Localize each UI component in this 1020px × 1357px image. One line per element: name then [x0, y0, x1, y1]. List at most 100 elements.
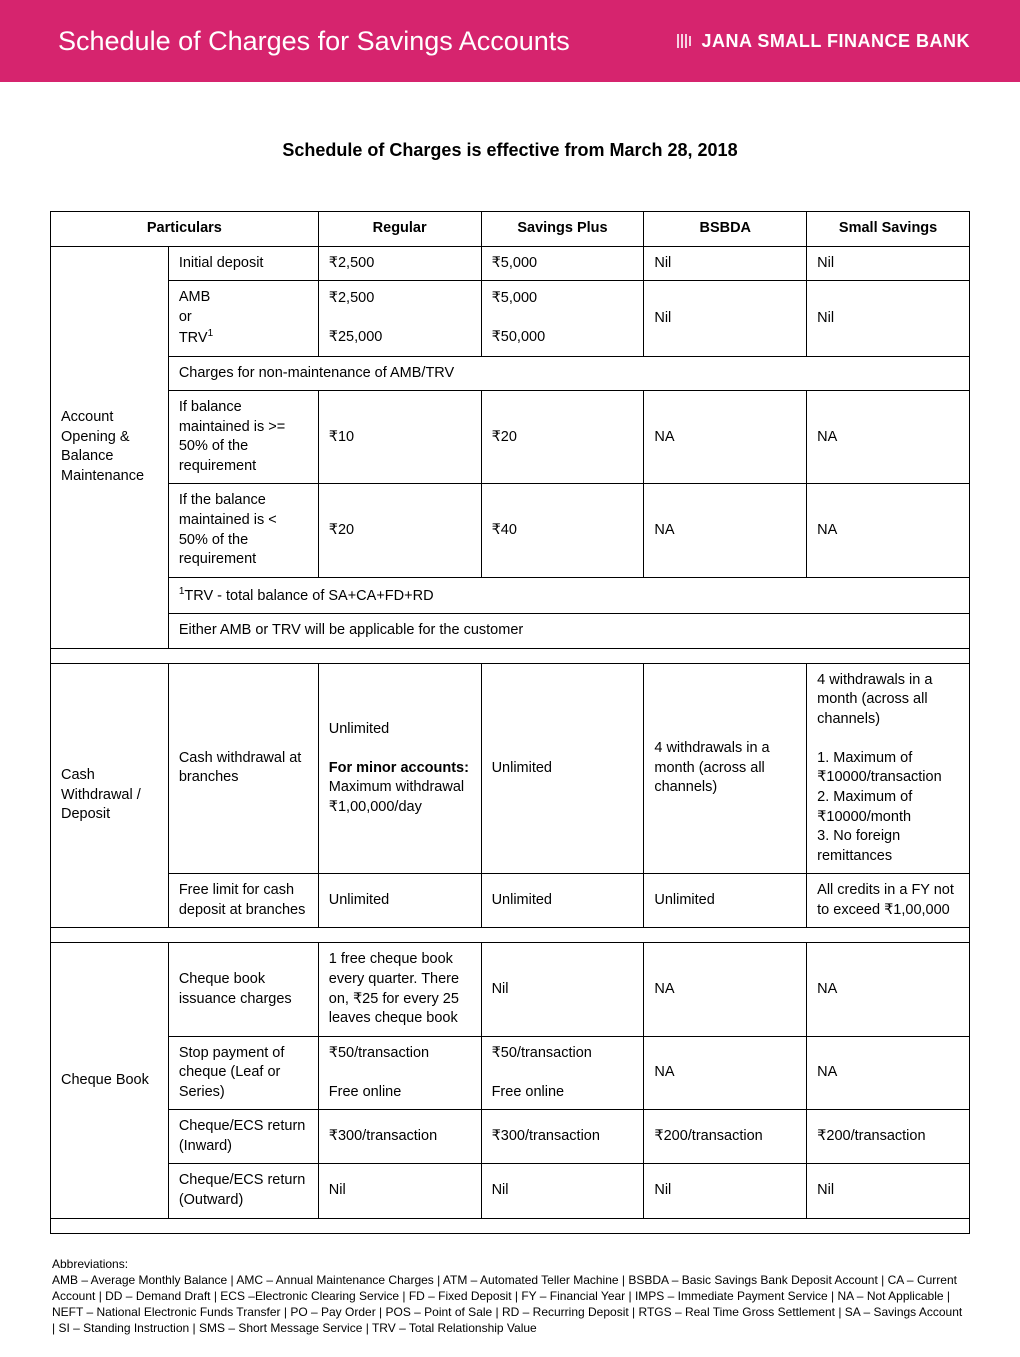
cell-value: NA — [807, 391, 970, 484]
cell-value: Nil — [807, 281, 970, 357]
cell-value: ₹20 — [481, 391, 644, 484]
withdraw-reg-unl: Unlimited — [329, 721, 389, 737]
stop-reg2: Free online — [329, 1084, 402, 1100]
table-row: Cash Withdrawal / Deposit Cash withdrawa… — [51, 663, 970, 874]
cell-value: ₹300/transaction — [481, 1110, 644, 1164]
cell-value: ₹300/transaction — [318, 1110, 481, 1164]
trv-sup: 1 — [208, 328, 214, 339]
table-row: Account Opening & Balance Maintenance In… — [51, 246, 970, 281]
cell-value: Nil — [481, 943, 644, 1036]
table-row: Charges for non-maintenance of AMB/TRV — [51, 356, 970, 391]
table-row: If balance maintained is >= 50% of the r… — [51, 391, 970, 484]
cell-value: Nil — [644, 246, 807, 281]
cell-value: ₹50/transaction Free online — [318, 1036, 481, 1110]
amb-plus: ₹5,000 — [492, 290, 538, 306]
trv-regular: ₹25,000 — [329, 329, 383, 345]
section-account-label: Account Opening & Balance Maintenance — [51, 246, 169, 648]
cell-value: ₹20 — [318, 484, 481, 577]
cell-value: NA — [644, 484, 807, 577]
cell-label: Cheque/ECS return (Outward) — [168, 1164, 318, 1218]
table-row: Cheque Book Cheque book issuance charges… — [51, 943, 970, 1036]
section-cheque-label: Cheque Book — [51, 943, 169, 1218]
cell-value: Nil — [644, 281, 807, 357]
col-savings-plus: Savings Plus — [481, 212, 644, 247]
cell-value: ₹40 — [481, 484, 644, 577]
table-row: Free limit for cash deposit at branches … — [51, 874, 970, 928]
header-bar: Schedule of Charges for Savings Accounts… — [0, 0, 1020, 82]
trv-note: 1TRV - total balance of SA+CA+FD+RD — [168, 577, 969, 613]
amb-trv-note: Either AMB or TRV will be applicable for… — [168, 614, 969, 649]
cell-value: Nil — [807, 246, 970, 281]
charges-table: Particulars Regular Savings Plus BSBDA S… — [50, 211, 970, 1234]
cell-value: NA — [644, 943, 807, 1036]
cell-value: Unlimited — [481, 663, 644, 874]
table-header-row: Particulars Regular Savings Plus BSBDA S… — [51, 212, 970, 247]
non-maint-header: Charges for non-maintenance of AMB/TRV — [168, 356, 969, 391]
bank-logo: JANA SMALL FINANCE BANK — [675, 31, 970, 52]
cell-label: Stop payment of cheque (Leaf or Series) — [168, 1036, 318, 1110]
cell-label: Cash withdrawal at branches — [168, 663, 318, 874]
amb-label: AMB — [179, 289, 210, 305]
table-row: AMB or TRV1 ₹2,500 ₹25,000 ₹5,000 ₹50,00… — [51, 281, 970, 357]
section-cash-label: Cash Withdrawal / Deposit — [51, 663, 169, 928]
trv-label: TRV — [179, 330, 208, 346]
table-row: Stop payment of cheque (Leaf or Series) … — [51, 1036, 970, 1110]
cell-label: Cheque book issuance charges — [168, 943, 318, 1036]
cell-label: Initial deposit — [168, 246, 318, 281]
cell-value: ₹2,500 ₹25,000 — [318, 281, 481, 357]
effective-date-subtitle: Schedule of Charges is effective from Ma… — [50, 140, 970, 161]
trv-plus: ₹50,000 — [492, 329, 546, 345]
cell-value: Unlimited — [318, 874, 481, 928]
cell-value: NA — [807, 1036, 970, 1110]
cell-value: ₹5,000 ₹50,000 — [481, 281, 644, 357]
table-row: Cheque/ECS return (Outward) Nil Nil Nil … — [51, 1164, 970, 1218]
note1-text: TRV - total balance of SA+CA+FD+RD — [184, 588, 433, 604]
cell-label: If the balance maintained is < 50% of th… — [168, 484, 318, 577]
cell-value: NA — [644, 1036, 807, 1110]
cell-value: ₹200/transaction — [644, 1110, 807, 1164]
cell-value: ₹200/transaction — [807, 1110, 970, 1164]
cell-value: NA — [807, 484, 970, 577]
cell-value: ₹50/transaction Free online — [481, 1036, 644, 1110]
content-area: Schedule of Charges is effective from Ma… — [0, 82, 1020, 1357]
section-gap — [51, 928, 970, 943]
cell-label: Free limit for cash deposit at branches — [168, 874, 318, 928]
cell-label: AMB or TRV1 — [168, 281, 318, 357]
bank-name: JANA SMALL FINANCE BANK — [701, 31, 970, 52]
withdraw-reg-rest: Maximum withdrawal ₹1,00,000/day — [329, 779, 464, 815]
table-row: Cheque/ECS return (Inward) ₹300/transact… — [51, 1110, 970, 1164]
cell-value: Nil — [318, 1164, 481, 1218]
cell-value: Nil — [644, 1164, 807, 1218]
cell-value: Unlimited For minor accounts: Maximum wi… — [318, 663, 481, 874]
cell-value: All credits in a FY not to exceed ₹1,00,… — [807, 874, 970, 928]
section-gap — [51, 1218, 970, 1233]
cell-value: ₹5,000 — [481, 246, 644, 281]
abbrev-title: Abbreviations: — [52, 1256, 968, 1272]
cell-value: NA — [807, 943, 970, 1036]
cell-value: 1 free cheque book every quarter. There … — [318, 943, 481, 1036]
table-row: Either AMB or TRV will be applicable for… — [51, 614, 970, 649]
cell-value: ₹2,500 — [318, 246, 481, 281]
cell-value: 4 withdrawals in a month (across all cha… — [644, 663, 807, 874]
abbreviations-block: Abbreviations: AMB – Average Monthly Bal… — [50, 1256, 970, 1337]
stop-plus1: ₹50/transaction — [492, 1045, 592, 1061]
cell-value: NA — [644, 391, 807, 484]
cell-value: Nil — [807, 1164, 970, 1218]
cell-value: Unlimited — [644, 874, 807, 928]
col-bsbda: BSBDA — [644, 212, 807, 247]
amb-regular: ₹2,500 — [329, 290, 375, 306]
page-title: Schedule of Charges for Savings Accounts — [58, 26, 570, 57]
section-gap — [51, 648, 970, 663]
cell-value: ₹10 — [318, 391, 481, 484]
cell-value: Unlimited — [481, 874, 644, 928]
table-row: 1TRV - total balance of SA+CA+FD+RD — [51, 577, 970, 613]
col-regular: Regular — [318, 212, 481, 247]
bank-logo-icon — [675, 31, 695, 51]
cell-value: Nil — [481, 1164, 644, 1218]
table-row: If the balance maintained is < 50% of th… — [51, 484, 970, 577]
stop-plus2: Free online — [492, 1084, 565, 1100]
col-particulars: Particulars — [51, 212, 319, 247]
col-small-savings: Small Savings — [807, 212, 970, 247]
cell-label: Cheque/ECS return (Inward) — [168, 1110, 318, 1164]
cell-value: 4 withdrawals in a month (across all cha… — [807, 663, 970, 874]
